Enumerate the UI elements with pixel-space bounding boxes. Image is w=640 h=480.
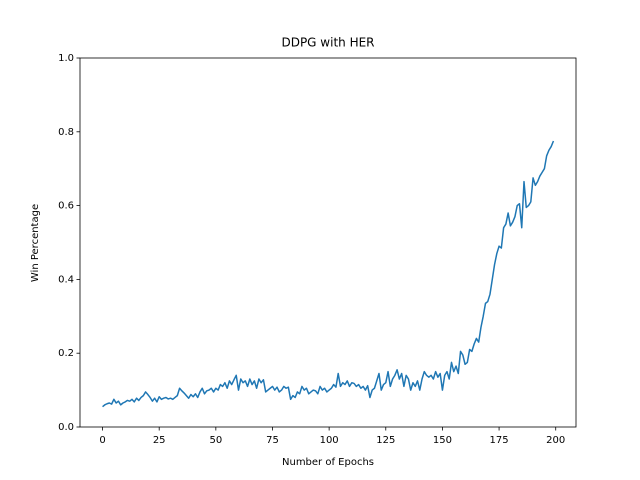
x-tick-label: 25 (153, 435, 166, 446)
x-axis-label: Number of Epochs (282, 457, 374, 468)
x-tick-label: 150 (433, 435, 452, 446)
x-tick-label: 175 (490, 435, 509, 446)
axes-frame (79, 57, 577, 428)
y-tick-label: 0.6 (58, 201, 74, 212)
x-tick-label: 0 (99, 435, 105, 446)
y-tick-label: 0.0 (58, 422, 74, 433)
y-tick-label: 0.2 (58, 348, 74, 359)
data-line (102, 140, 555, 408)
x-tick-label: 125 (376, 435, 395, 446)
y-tick-label: 1.0 (58, 53, 74, 64)
x-tick-label: 50 (209, 435, 222, 446)
chart-title: DDPG with HER (281, 36, 374, 50)
y-tick-label: 0.4 (58, 274, 74, 285)
y-tick-label: 0.8 (58, 127, 74, 138)
x-tick-label: 75 (266, 435, 279, 446)
x-tick-label: 100 (320, 435, 339, 446)
y-axis-label: Win Percentage (30, 204, 41, 282)
x-tick-label: 200 (546, 435, 565, 446)
